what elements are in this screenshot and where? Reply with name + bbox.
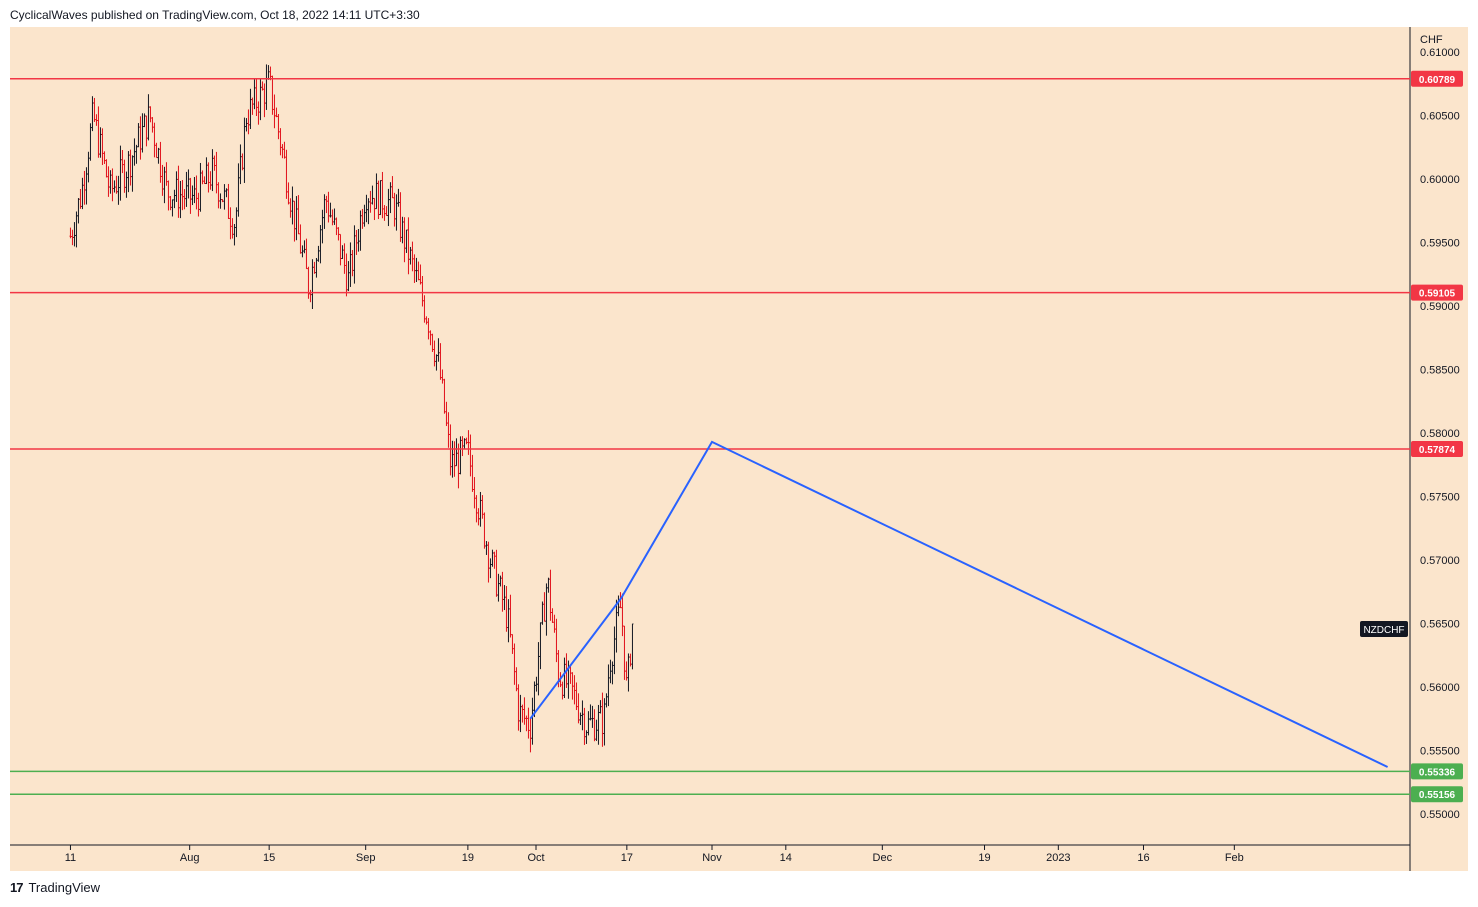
time-tick-label: Aug [180,852,200,864]
level-label-bg [1411,70,1463,87]
price-tick-label: 0.56000 [1420,682,1460,694]
price-tick-label: 0.57000 [1420,555,1460,567]
level-label-bg [1411,763,1463,780]
symbol-tag[interactable]: NZDCHF [1360,621,1408,637]
footer-brand[interactable]: 17 TradingView [10,880,100,895]
price-tick-label: 0.60500 [1420,111,1460,123]
time-tick-label: 19 [462,852,474,864]
projection-layer [529,440,1389,768]
price-tick-label: 0.61000 [1420,47,1460,59]
price-tick-label: 0.57500 [1420,492,1460,504]
price-axis-ticks: 0.61000 0.60500 0.60000 0.59500 0.59000 0.585… [1420,47,1460,821]
time-tick-label: 14 [780,852,792,864]
time-tick-label: 15 [263,852,275,864]
price-tick-label: 0.58000 [1420,428,1460,440]
price-tick-label: 0.59500 [1420,238,1460,250]
level-label: 0.57874 [1419,445,1456,456]
price-tick-label: 0.56500 [1420,619,1460,631]
level-label-bg [1411,441,1463,458]
brand-name: TradingView [28,880,101,895]
time-tick-label: Nov [702,852,722,864]
price-tick-label: 0.55000 [1420,809,1460,821]
time-tick-label: Sep [356,852,376,864]
price-tick-label: 0.58500 [1420,365,1460,377]
publish-info: CyclicalWaves published on TradingView.c… [10,8,420,22]
tradingview-logo-icon: 17 [10,880,24,895]
time-axis-ticks: 11 Aug 15 Sep 19 Oct 17 Nov 14 Dec 19 2023 16 Feb [65,845,1244,864]
level-label-bg [1411,786,1463,803]
time-tick-label: 11 [65,852,76,864]
symbol-tag-bg [1360,621,1408,637]
time-tick-label: Feb [1225,852,1244,864]
time-tick-label: 19 [978,852,990,864]
level-label-bg [1411,284,1463,301]
level-label: 0.60789 [1419,75,1456,86]
chart-background [10,27,1410,845]
time-tick-label: 17 [621,852,633,864]
time-tick-label: 2023 [1046,852,1070,864]
time-tick-label: Dec [873,852,893,864]
level-label: 0.55336 [1419,767,1456,778]
time-axis-background [10,845,1410,871]
currency-label: CHF [1420,34,1443,46]
price-tick-label: 0.60000 [1420,174,1460,186]
candles-layer [69,64,634,753]
price-tick-label: 0.59000 [1420,301,1460,313]
level-label: 0.55156 [1419,790,1456,801]
projection-path[interactable] [529,440,1389,768]
level-label: 0.59105 [1419,289,1456,300]
symbol-tag-label: NZDCHF [1363,625,1404,636]
levels-layer: 0.60789 0.59105 0.57874 0.55336 0.55156 [10,70,1463,803]
time-tick-label: 16 [1137,852,1149,864]
time-tick-label: Oct [527,852,544,864]
price-tick-label: 0.55500 [1420,746,1460,758]
